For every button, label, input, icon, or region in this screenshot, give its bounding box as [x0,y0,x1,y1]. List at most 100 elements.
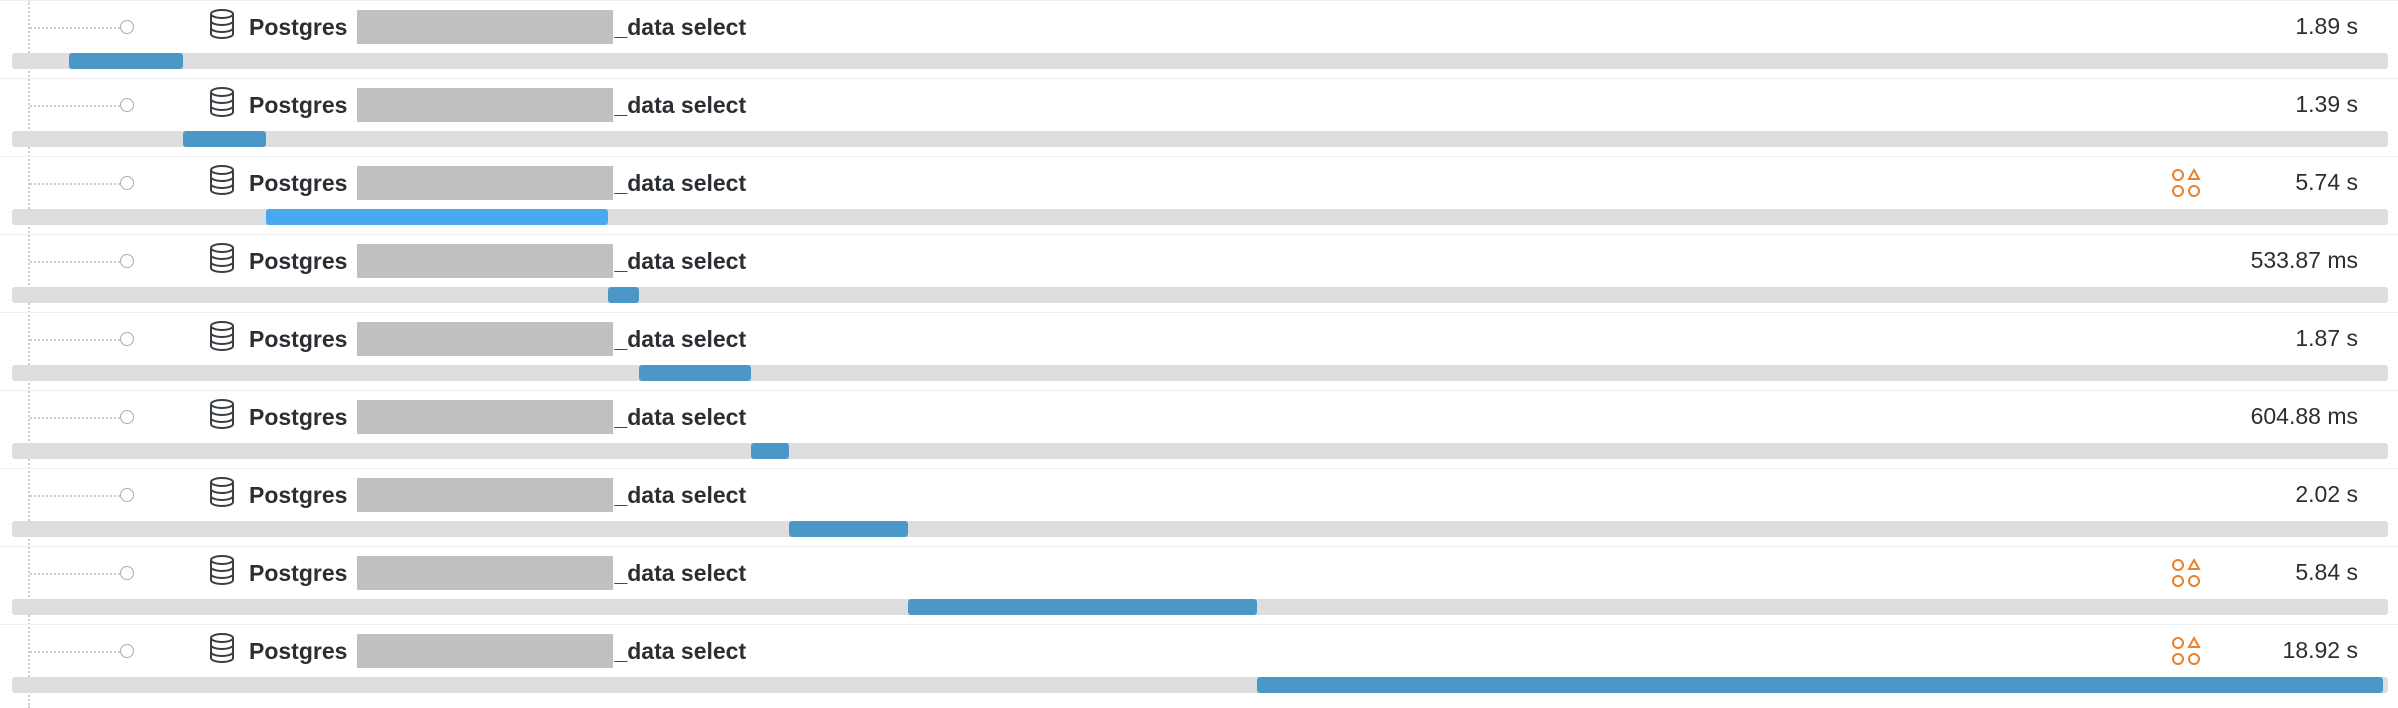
redacted-block [357,88,614,122]
span-label[interactable]: Postgres _data select [249,10,747,44]
operation-name: _data select [614,403,747,430]
timeline-track [12,365,2388,381]
span-duration: 1.39 s [2295,91,2358,117]
span-label[interactable]: Postgres _data select [249,244,747,278]
service-name: Postgres [249,403,348,430]
redacted-block [357,556,614,590]
timeline-bar[interactable] [788,521,908,537]
service-name: Postgres [249,91,348,118]
span-duration: 5.74 s [2295,169,2358,195]
tree-connector [30,495,124,497]
circle-node-icon[interactable] [120,566,134,580]
span-label[interactable]: Postgres _data select [249,400,747,434]
span-duration: 5.84 s [2295,559,2358,585]
circle-node-icon[interactable] [120,644,134,658]
operation-name: _data select [614,637,747,664]
span-row[interactable]: Postgres _data select 604.88 ms [0,390,2398,469]
timeline-bar[interactable] [907,599,1258,615]
tree-connector [30,339,124,341]
circle-node-icon[interactable] [120,332,134,346]
redacted-block [357,400,614,434]
service-name: Postgres [249,637,348,664]
circle-node-icon[interactable] [120,20,134,34]
span-duration: 2.02 s [2295,481,2358,507]
span-duration: 1.89 s [2295,13,2358,39]
tree-connector [30,573,124,575]
circle-node-icon[interactable] [120,98,134,112]
timeline-bar[interactable] [750,443,789,459]
database-icon [210,243,234,274]
tree-connector [30,651,124,653]
span-duration: 1.87 s [2295,325,2358,351]
timeline-bar[interactable] [69,53,184,69]
tree-connector [30,27,124,29]
database-icon [210,9,234,40]
operation-name: _data select [614,325,747,352]
tree-connector [30,183,124,185]
shapes-warning-icon[interactable] [2170,167,2202,199]
operation-name: _data select [614,247,747,274]
redacted-block [357,10,614,44]
redacted-block [357,478,614,512]
database-icon [210,633,234,664]
database-icon [210,555,234,586]
database-icon [210,399,234,430]
database-icon [210,87,234,118]
span-label[interactable]: Postgres _data select [249,478,747,512]
redacted-block [357,322,614,356]
database-icon [210,321,234,352]
service-name: Postgres [249,13,348,40]
timeline-track [12,521,2388,537]
span-row[interactable]: Postgres _data select 1.87 s [0,312,2398,391]
timeline-bar[interactable] [639,365,751,381]
timeline-bar[interactable] [1257,677,2384,693]
span-row[interactable]: Postgres _data select 5.84 s [0,546,2398,625]
operation-name: _data select [614,559,747,586]
span-row[interactable]: Postgres _data select 2.02 s [0,468,2398,547]
tree-guide-line [28,0,30,708]
tree-connector [30,261,124,263]
span-duration: 604.88 ms [2250,403,2358,429]
timeline-bar[interactable] [608,287,640,303]
redacted-block [357,634,614,668]
operation-name: _data select [614,169,747,196]
database-icon [210,165,234,196]
timeline-track [12,53,2388,69]
span-duration: 18.92 s [2282,637,2358,663]
redacted-block [357,244,614,278]
span-row[interactable]: Postgres _data select 1.89 s [0,0,2398,79]
timeline-bar[interactable] [266,209,609,225]
span-row[interactable]: Postgres _data select 1.39 s [0,78,2398,157]
span-label[interactable]: Postgres _data select [249,634,747,668]
span-label[interactable]: Postgres _data select [249,556,747,590]
database-icon [210,477,234,508]
tree-connector [30,105,124,107]
span-label[interactable]: Postgres _data select [249,166,747,200]
timeline-track [12,443,2388,459]
circle-node-icon[interactable] [120,488,134,502]
operation-name: _data select [614,91,747,118]
span-row[interactable]: Postgres _data select 18.92 s [0,624,2398,703]
service-name: Postgres [249,169,348,196]
circle-node-icon[interactable] [120,254,134,268]
service-name: Postgres [249,325,348,352]
timeline-track [12,287,2388,303]
span-row[interactable]: Postgres _data select 533.87 ms [0,234,2398,313]
shapes-warning-icon[interactable] [2170,557,2202,589]
operation-name: _data select [614,13,747,40]
service-name: Postgres [249,559,348,586]
shapes-warning-icon[interactable] [2170,635,2202,667]
redacted-block [357,166,614,200]
circle-node-icon[interactable] [120,176,134,190]
service-name: Postgres [249,247,348,274]
timeline-bar[interactable] [183,131,267,147]
timeline-track [12,131,2388,147]
operation-name: _data select [614,481,747,508]
tree-connector [30,417,124,419]
span-label[interactable]: Postgres _data select [249,322,747,356]
span-label[interactable]: Postgres _data select [249,88,747,122]
span-duration: 533.87 ms [2250,247,2358,273]
circle-node-icon[interactable] [120,410,134,424]
span-row[interactable]: Postgres _data select 5.74 s [0,156,2398,235]
